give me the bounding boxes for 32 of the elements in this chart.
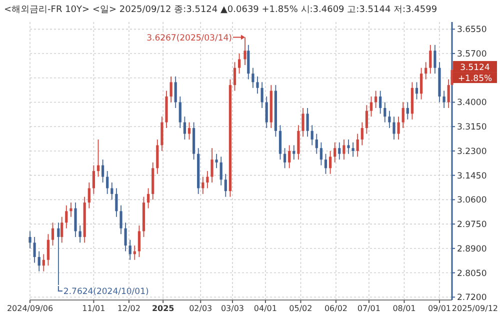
annotation: 2.7624(2024/10/01): [63, 286, 149, 297]
y-tick-label: 3.2300: [457, 146, 487, 157]
y-tick-label: 3.0600: [457, 196, 487, 206]
annotation: 3.5124: [460, 63, 490, 74]
x-tick-label: 05/02: [289, 304, 312, 313]
annotation: +1.85%: [458, 74, 492, 84]
price-tag: 3.5124: [453, 61, 497, 74]
x-tick-label: 2025: [152, 304, 175, 313]
annotation: 2025/09/12: [452, 304, 498, 313]
title: <해외금리-FR 10Y> <일> 2025/09/12 종:3.5124 ▲0.0639 +1.85% 시:3.4609 고:3.5144 저:3.4599: [4, 5, 438, 15]
x-tick-label: 06/02: [324, 304, 348, 313]
x-tick-label: 04/01: [254, 304, 277, 313]
x-tick-label: 07/01: [357, 304, 380, 313]
price-tag: +1.85%: [453, 72, 497, 84]
x-tick-label: 03/03: [220, 304, 244, 313]
y-tick-label: 3.5700: [457, 50, 487, 60]
y-tick-label: 3.4000: [457, 98, 487, 108]
x-tick-label: 11/01: [82, 304, 106, 313]
x-tick-label: 12/02: [117, 304, 140, 313]
y-tick-label: 2.8050: [457, 268, 487, 279]
y-tick-label: 3.6550: [457, 25, 487, 36]
x-tick-label: 02/03: [189, 304, 212, 313]
y-tick-label: 2.7200: [457, 293, 487, 304]
annotation: 3.6267(2025/03/14): [146, 33, 245, 44]
x-tick-label: 09/01: [428, 304, 452, 313]
annotation: 2.7624(2024/10/01): [58, 285, 149, 297]
y-tick-label: 2.8900: [457, 244, 487, 254]
x-tick-label: 2024/09/06: [6, 304, 54, 313]
x-tick-label: 08/01: [392, 304, 416, 313]
y-tick-label: 3.3150: [457, 122, 487, 133]
y-tick-label: 2.9750: [457, 220, 487, 230]
y-tick-label: 3.1450: [457, 171, 487, 182]
